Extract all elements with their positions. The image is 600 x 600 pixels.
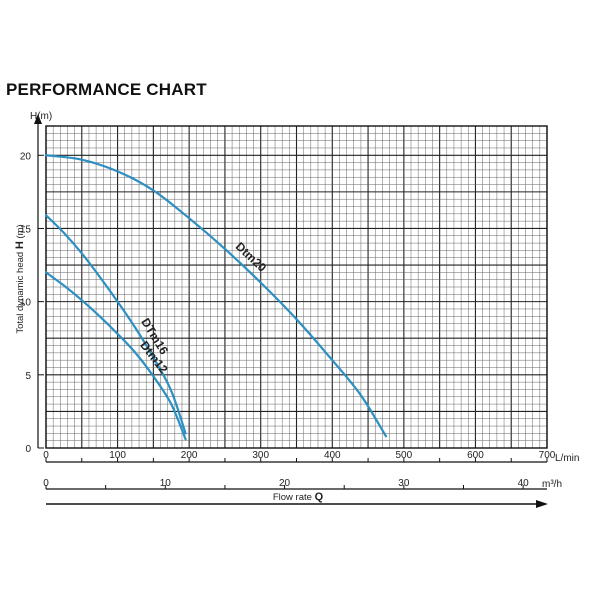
- plot-frame: [45, 125, 548, 449]
- x-tick-label-m3h: 20: [279, 478, 291, 489]
- flow-arrow-head: [536, 500, 548, 508]
- y-unit-label: H(m): [30, 111, 52, 122]
- series-label-dtm20: Dtm20: [233, 239, 270, 275]
- x-tick-label-lmin: 500: [396, 450, 413, 461]
- y-axis-title: Total dynamic head H (m): [14, 224, 26, 333]
- x-tick-label-lmin: 400: [324, 450, 341, 461]
- x-tick-label-lmin: 200: [181, 450, 198, 461]
- y-tick-label: 5: [25, 371, 31, 382]
- x-tick-label-m3h: 30: [398, 478, 410, 489]
- chart-axes: [34, 114, 548, 508]
- x-tick-label-m3h: 0: [43, 478, 49, 489]
- chart-grid: [45, 125, 548, 449]
- x-tick-label-lmin: 700: [539, 450, 556, 461]
- x-tick-label-m3h: 10: [160, 478, 172, 489]
- x-tick-label-m3h: 40: [518, 478, 530, 489]
- x-tick-label-lmin: 100: [109, 450, 126, 461]
- x-tick-label-lmin: 300: [252, 450, 269, 461]
- y-tick-label: 10: [20, 298, 32, 309]
- x-tick-label-lmin: 600: [467, 450, 484, 461]
- page-title: PERFORMANCE CHART: [6, 80, 207, 99]
- x-unit-label-lmin: L/min: [555, 453, 579, 464]
- series-line-dtm16: [44, 214, 187, 435]
- y-tick-label: 0: [25, 444, 31, 455]
- x-unit-label-m3h: m³/h: [542, 479, 562, 490]
- series-line-dtm20: [44, 154, 388, 438]
- series-line-dtm12: [44, 271, 187, 441]
- y-tick-label: 15: [20, 224, 32, 235]
- x-tick-label-lmin: 0: [43, 450, 49, 461]
- y-axis-arrowhead: [34, 114, 42, 124]
- y-tick-label: 20: [20, 151, 32, 162]
- x-axis-title: Flow rate Q: [273, 491, 324, 503]
